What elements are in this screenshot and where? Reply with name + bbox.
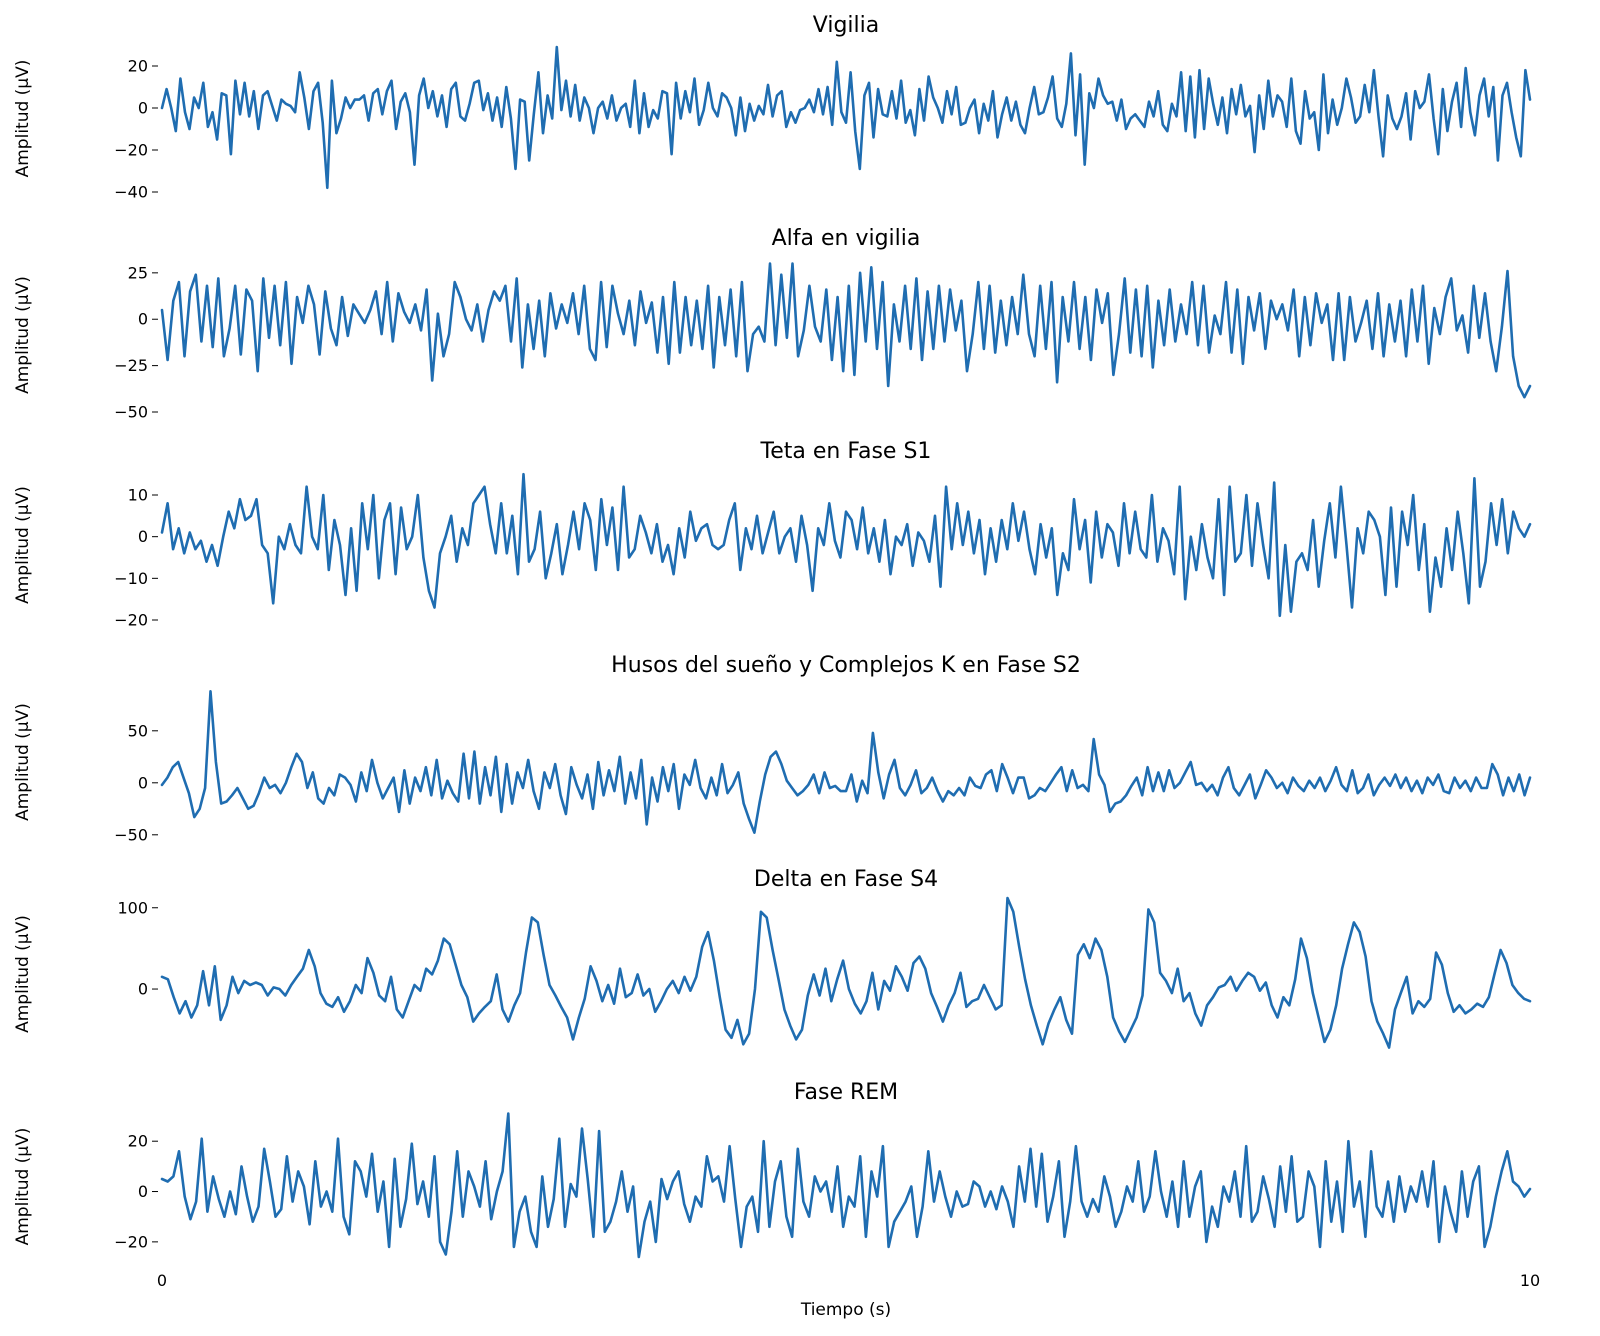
eeg-trace-line: [160, 262, 1532, 399]
y-axis-label: Amplitud (µV): [13, 703, 33, 821]
y-axis-label: Amplitud (µV): [13, 276, 33, 394]
eeg-trace-line: [160, 1112, 1532, 1259]
y-tick-label: −25: [114, 356, 148, 375]
y-tick-label: 100: [117, 898, 148, 917]
y-tick-label: −50: [114, 825, 148, 844]
y-axis-label: Amplitud (µV): [13, 1128, 33, 1246]
eeg-panel: Delta en Fase S4 100 0 Amplitud (µV): [13, 867, 1532, 1049]
panel-title: Vigilia: [813, 13, 879, 38]
y-tick-label: 0: [138, 1182, 148, 1201]
eeg-trace-line: [160, 45, 1532, 190]
x-tick-label: 0: [157, 1271, 167, 1290]
y-tick-label: −20: [114, 141, 148, 160]
y-tick-label: 10: [128, 486, 148, 505]
panel-title: Delta en Fase S4: [754, 867, 938, 892]
y-tick-label: −40: [114, 183, 148, 202]
eeg-panel: Vigilia 20 0 −20 −40 Amplitud (µV): [13, 13, 1532, 202]
y-tick-label: 50: [128, 721, 148, 740]
y-tick-label: −50: [114, 403, 148, 422]
eeg-trace-line: [160, 896, 1532, 1049]
x-axis-label: Tiempo (s): [800, 1300, 891, 1320]
y-tick-label: 0: [138, 527, 148, 546]
y-axis-label: Amplitud (µV): [13, 486, 33, 604]
y-tick-label: 20: [128, 57, 148, 76]
eeg-trace-line: [160, 689, 1532, 835]
y-tick-label: 0: [138, 310, 148, 329]
y-tick-label: −20: [114, 611, 148, 630]
eeg-panel: Fase REM 20 0 −20 Amplitud (µV) 0 10 Tiempo (s): [13, 1080, 1540, 1320]
x-tick-label: 10: [1520, 1271, 1540, 1290]
y-tick-label: −20: [114, 1232, 148, 1251]
y-axis-label: Amplitud (µV): [13, 60, 33, 178]
eeg-panel: Husos del sueño y Complejos K en Fase S2…: [13, 653, 1532, 844]
eeg-panel: Teta en Fase S1 10 0 −10 −20 Amplitud (µV): [13, 439, 1532, 630]
y-tick-label: 0: [138, 773, 148, 792]
y-tick-label: 0: [138, 980, 148, 999]
y-tick-label: 25: [128, 263, 148, 282]
eeg-panel: Alfa en vigilia 25 0 −25 −50 Amplitud (µV): [13, 226, 1532, 422]
y-tick-label: −10: [114, 569, 148, 588]
panel-title: Husos del sueño y Complejos K en Fase S2: [611, 653, 1081, 678]
y-axis-label: Amplitud (µV): [13, 915, 33, 1033]
panel-title: Alfa en vigilia: [772, 226, 921, 251]
y-tick-label: 0: [138, 99, 148, 118]
y-tick-label: 20: [128, 1132, 148, 1151]
eeg-trace-line: [160, 472, 1532, 618]
panel-title: Fase REM: [794, 1080, 898, 1105]
panel-title: Teta en Fase S1: [760, 439, 932, 464]
